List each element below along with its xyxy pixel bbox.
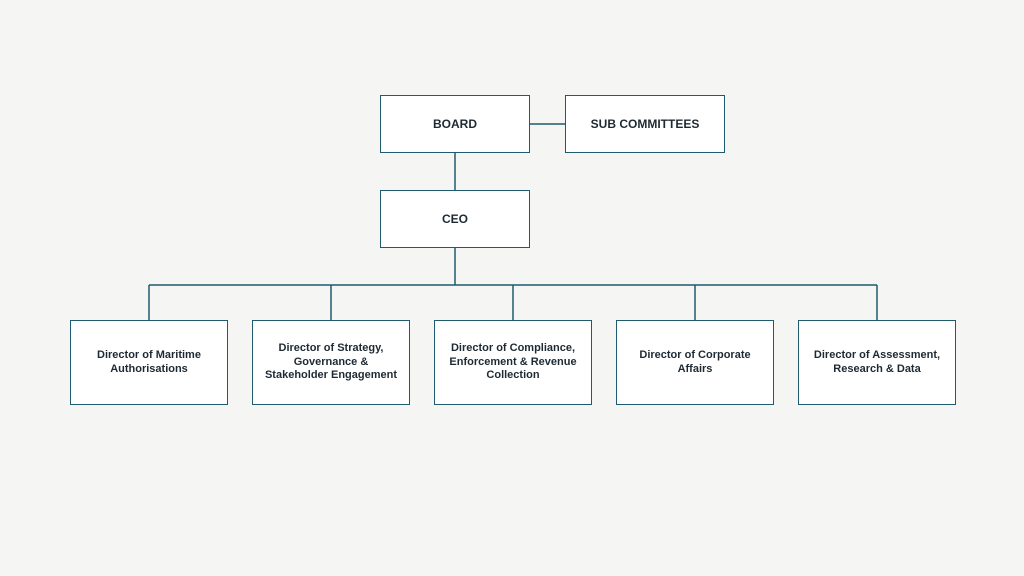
org-node-ceo: CEO [380,190,530,248]
org-node-label: SUB COMMITTEES [591,117,700,132]
org-node-label: Director of Strategy, Governance & Stake… [263,342,399,383]
org-node-d2: Director of Strategy, Governance & Stake… [252,320,410,405]
org-node-d4: Director of Corporate Affairs [616,320,774,405]
org-node-label: Director of Assessment, Research & Data [809,349,945,377]
org-node-subcom: SUB COMMITTEES [565,95,725,153]
org-node-d5: Director of Assessment, Research & Data [798,320,956,405]
org-node-label: Director of Compliance, Enforcement & Re… [445,342,581,383]
org-node-label: Director of Corporate Affairs [627,349,763,377]
org-node-board: BOARD [380,95,530,153]
org-node-d1: Director of Maritime Authorisations [70,320,228,405]
org-node-d3: Director of Compliance, Enforcement & Re… [434,320,592,405]
org-node-label: Director of Maritime Authorisations [81,349,217,377]
connector-layer [0,0,1024,576]
org-node-label: BOARD [433,117,477,132]
org-node-label: CEO [442,212,468,227]
